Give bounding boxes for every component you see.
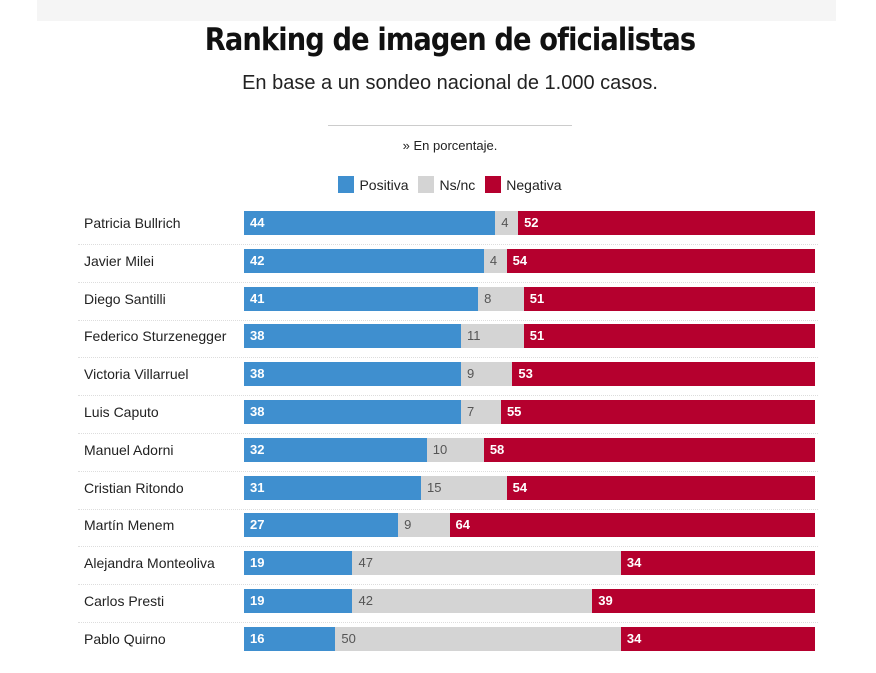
category-label: Martín Menem [84,517,175,534]
bar-segment-neg: 51 [523,286,815,311]
chart-row: Cristian Ritondo 31 15 54 [78,475,818,514]
bar-segment-ns: 50 [335,626,621,651]
legend-item-positiva: Positiva [338,176,408,193]
stacked-bar: 27 9 64 [244,513,815,538]
bar-segment-pos: 42 [244,248,484,273]
stacked-bar: 19 42 39 [244,589,815,613]
bar-segment-ns: 9 [398,513,450,538]
category-label: Diego Santilli [84,290,166,307]
bar-segment-pos: 32 [244,437,427,462]
row-separator [78,395,818,397]
bar-segment-neg: 52 [518,211,815,235]
legend-label: Ns/nc [439,176,476,193]
bar-segment-neg: 51 [523,324,815,349]
legend-item-negativa: Negativa [485,176,562,193]
category-label: Victoria Villarruel [84,366,189,383]
legend-item-nsnc: Ns/nc [418,176,475,193]
bar-segment-neg: 54 [506,248,815,273]
category-label: Manuel Adorni [84,441,174,458]
legend-swatch [338,176,355,193]
bar-segment-pos: 19 [244,589,353,613]
chart-row: Federico Sturzenegger 38 11 51 [78,324,818,362]
chart-row: Pablo Quirno 16 50 34 [78,626,818,665]
bar-segment-ns: 8 [478,286,524,311]
top-band [37,0,836,21]
chart-row: Javier Milei 42 4 54 [78,248,818,287]
bar-segment-neg: 55 [500,400,815,424]
bar-segment-pos: 19 [244,551,353,576]
divider [328,125,572,126]
row-separator [78,584,818,586]
row-separator [78,546,818,548]
stacked-bar: 31 15 54 [244,475,815,500]
bar-segment-ns: 47 [352,551,621,576]
legend-swatch [485,176,502,193]
bar-segment-pos: 44 [244,211,496,235]
category-label: Patricia Bullrich [84,215,181,231]
row-separator [78,508,818,510]
chart-title: Ranking de imagen de oficialistas [204,22,696,58]
chart-row: Alejandra Monteoliva 19 47 34 [78,551,818,589]
bar-segment-ns: 7 [460,400,501,424]
row-separator [78,319,818,321]
bar-segment-ns: 15 [421,475,507,500]
row-separator [78,433,818,434]
chart-row: Carlos Presti 19 42 39 [78,589,818,627]
row-separator [78,470,818,472]
bar-segment-ns: 10 [426,437,484,462]
bar-segment-pos: 16 [244,626,336,651]
bar-segment-ns: 11 [460,324,524,349]
stacked-bar: 42 4 54 [244,248,815,273]
stacked-bar: 44 4 52 [244,211,815,235]
bar-segment-neg: 64 [449,513,815,538]
bar-segment-neg: 58 [483,437,815,462]
bar-segment-pos: 38 [244,324,461,349]
row-separator [78,622,818,623]
unit-note: » En porcentaje. [402,138,498,153]
category-label: Luis Caputo [84,404,159,420]
chart-row: Martín Menem 27 9 64 [78,513,818,551]
bar-segment-ns: 4 [483,248,507,273]
legend-label: Negativa [506,176,562,193]
stacked-bar: 41 8 51 [244,286,815,311]
category-label: Cristian Ritondo [84,479,184,496]
category-label: Pablo Quirno [84,630,166,647]
bar-segment-neg: 53 [512,362,815,387]
category-label: Carlos Presti [84,593,165,609]
bar-segment-neg: 34 [620,551,815,576]
bar-segment-ns: 42 [352,589,593,613]
chart-row: Manuel Adorni 32 10 58 [78,437,818,476]
category-label: Javier Milei [84,252,155,269]
legend-swatch [418,176,435,193]
stacked-bar: 19 47 34 [244,551,815,576]
row-separator [78,281,818,283]
category-label: Federico Sturzenegger [84,328,227,345]
row-separator [78,244,818,245]
bar-segment-pos: 41 [244,286,479,311]
bar-segment-neg: 54 [506,475,815,500]
bar-segment-neg: 34 [620,626,815,651]
stacked-bar: 38 11 51 [244,324,815,349]
stacked-bar: 38 9 53 [244,362,815,387]
bar-segment-pos: 27 [244,513,399,538]
stacked-bar: 32 10 58 [244,437,815,462]
stacked-bar: 38 7 55 [244,400,815,424]
legend-label: Positiva [359,176,409,193]
chart-row: Diego Santilli 41 8 51 [78,286,818,325]
chart-row: Victoria Villarruel 38 9 53 [78,362,818,400]
row-separator [78,357,818,359]
stacked-bar: 16 50 34 [244,626,815,651]
legend: Positiva Ns/nc Negativa [0,176,876,193]
chart-row: Patricia Bullrich 44 4 52 [78,211,818,249]
bar-segment-pos: 38 [244,400,461,424]
bar-segment-pos: 38 [244,362,461,387]
bar-segment-neg: 39 [592,589,815,613]
bar-segment-ns: 4 [495,211,519,235]
chart-row: Luis Caputo 38 7 55 [78,400,818,438]
bar-segment-ns: 9 [460,362,513,387]
category-label: Alejandra Monteoliva [84,555,215,572]
chart-subtitle: En base a un sondeo nacional de 1.000 ca… [242,72,658,94]
bar-segment-pos: 31 [244,475,421,500]
